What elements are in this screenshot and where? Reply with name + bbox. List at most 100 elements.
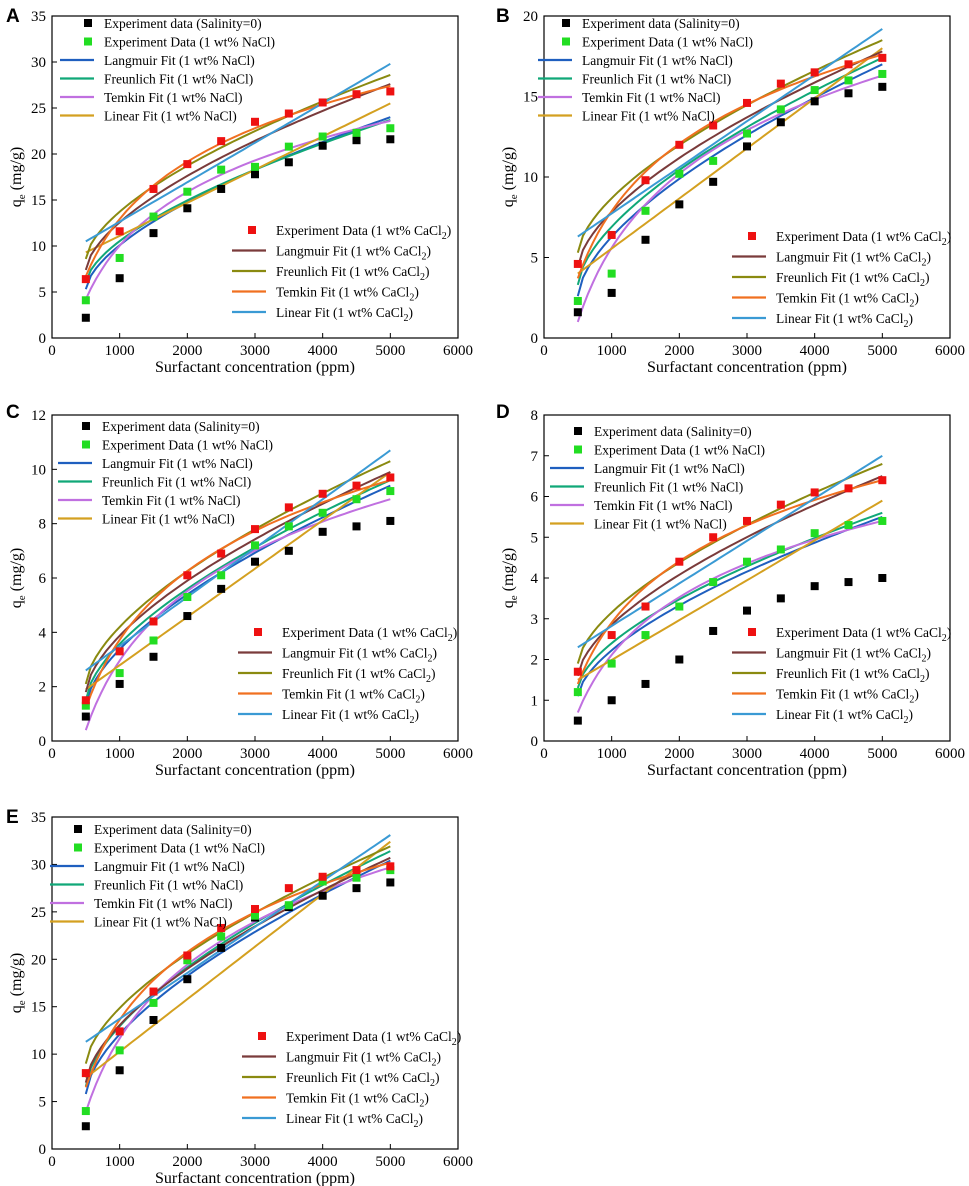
data-point-cacl2 xyxy=(81,1069,90,1078)
legend-marker xyxy=(84,37,92,46)
data-point-nacl xyxy=(115,253,124,262)
data-point-salinity0 xyxy=(251,170,259,179)
legend-label: Temkin Fit (1 wt% NaCl) xyxy=(94,896,233,911)
legend-marker xyxy=(748,232,756,240)
legend-label: Experiment Data (1 wt% NaCl) xyxy=(594,443,765,458)
x-tick-label: 5000 xyxy=(867,746,897,762)
data-point-nacl xyxy=(284,522,293,531)
legend-top-item: Langmuir Fit (1 wt% NaCl) xyxy=(60,53,255,68)
y-axis-title: qe (mg/g) xyxy=(8,953,28,1013)
fit-line-temkin-cacl2 xyxy=(576,479,883,685)
legend-label: Langmuir Fit (1 wt% NaCl) xyxy=(594,461,745,476)
legend-top-item: Langmuir Fit (1 wt% NaCl) xyxy=(550,461,745,476)
y-tick-label: 35 xyxy=(31,9,46,25)
fit-line-temkin-cacl2 xyxy=(84,84,391,277)
legend-top-item: Experiment Data (1 wt% NaCl) xyxy=(574,443,765,458)
data-point-cacl2 xyxy=(251,905,259,914)
x-tick-label: 5000 xyxy=(375,1154,405,1170)
legend-label: Linear Fit (1 wt% NaCl) xyxy=(582,109,715,124)
y-tick-label: 10 xyxy=(31,462,46,478)
data-point-cacl2 xyxy=(81,696,90,705)
y-tick-label: 20 xyxy=(523,9,538,25)
data-point-cacl2 xyxy=(386,862,395,871)
data-point-salinity0 xyxy=(844,578,853,587)
x-tick-label: 3000 xyxy=(732,343,762,359)
legend-bottom-item: Temkin Fit (1 wt% CaCl2) xyxy=(732,291,919,310)
panel-letter-c: C xyxy=(6,402,20,423)
x-axis-title: Surfactant concentration (ppm) xyxy=(647,762,847,779)
panel-letter-b: B xyxy=(496,6,510,27)
y-tick-label: 35 xyxy=(31,810,46,826)
panel-e: E 0 1000 2000 3000 4000 5000 6000 0 5 10 15 20 25 30 35… xyxy=(6,807,473,1186)
x-axis-title: Surfactant concentration (ppm) xyxy=(155,1170,355,1186)
legend-label: Temkin Fit (1 wt% CaCl2) xyxy=(286,1091,429,1110)
data-point-salinity0 xyxy=(217,184,226,193)
data-point-salinity0 xyxy=(573,308,582,317)
legend-label: Experiment Data (1 wt% CaCl2) xyxy=(276,223,451,242)
data-point-nacl xyxy=(675,169,684,178)
x-tick-label: 2000 xyxy=(664,746,694,762)
x-tick-label: 6000 xyxy=(443,1154,473,1170)
fit-line-linear-nacl xyxy=(85,102,391,254)
legend-label: Experiment Data (1 wt% NaCl) xyxy=(104,35,275,50)
legend-marker xyxy=(258,1032,266,1040)
legend-label: Linear Fit (1 wt% CaCl2) xyxy=(286,1111,423,1130)
legend-label: Temkin Fit (1 wt% CaCl2) xyxy=(276,285,419,304)
fit-line-temkin-nacl xyxy=(576,520,883,713)
fit-line-langmuir-nacl xyxy=(84,859,391,1095)
data-point-salinity0 xyxy=(352,522,361,531)
data-point-nacl xyxy=(641,631,650,640)
legend-marker xyxy=(82,422,90,430)
data-point-nacl xyxy=(675,602,684,611)
data-point-salinity0 xyxy=(318,141,327,150)
x-tick-label: 3000 xyxy=(240,1154,270,1170)
fit-line-linear-cacl2 xyxy=(85,62,391,243)
data-point-salinity0 xyxy=(115,679,124,688)
y-tick-label: 25 xyxy=(31,905,46,921)
legend-bottom-item: Langmuir Fit (1 wt% CaCl2) xyxy=(732,646,931,665)
data-point-salinity0 xyxy=(641,235,650,244)
legend-label: Linear Fit (1 wt% NaCl) xyxy=(104,109,237,124)
y-tick-label: 6 xyxy=(531,490,539,506)
legend-bottom-item: Linear Fit (1 wt% CaCl2) xyxy=(232,305,413,324)
y-tick-label: 0 xyxy=(531,734,539,750)
data-point-nacl xyxy=(251,911,259,920)
data-point-nacl xyxy=(284,901,293,910)
legend-bottom-item: Langmuir Fit (1 wt% CaCl2) xyxy=(732,250,931,269)
data-point-cacl2 xyxy=(844,60,853,69)
data-point-nacl xyxy=(573,296,582,305)
data-point-nacl xyxy=(183,956,192,965)
data-point-salinity0 xyxy=(115,1066,124,1075)
data-point-nacl xyxy=(776,105,785,114)
data-point-salinity0 xyxy=(709,626,718,635)
legend-bottom-item: Freunlich Fit (1 wt% CaCl2) xyxy=(732,270,930,289)
legend-label: Freunlich Fit (1 wt% CaCl2) xyxy=(776,666,930,685)
x-tick-label: 1000 xyxy=(105,343,135,359)
x-tick-label: 6000 xyxy=(443,746,473,762)
legend-label: Langmuir Fit (1 wt% NaCl) xyxy=(104,53,255,68)
x-tick-label: 5000 xyxy=(867,343,897,359)
data-point-nacl xyxy=(743,557,751,566)
legend-marker xyxy=(84,19,92,27)
legend-top-item: Langmuir Fit (1 wt% NaCl) xyxy=(538,53,733,68)
data-point-cacl2 xyxy=(318,872,327,881)
data-point-cacl2 xyxy=(115,647,124,656)
y-axis-title: qe (mg/g) xyxy=(500,548,520,608)
data-point-cacl2 xyxy=(810,68,819,77)
legend-top-item: Experiment Data (1 wt% NaCl) xyxy=(82,438,273,453)
data-point-salinity0 xyxy=(183,975,192,984)
data-point-cacl2 xyxy=(149,987,158,996)
data-point-cacl2 xyxy=(217,923,226,932)
data-point-cacl2 xyxy=(284,884,293,893)
data-point-cacl2 xyxy=(743,516,751,525)
data-point-nacl xyxy=(386,487,395,496)
x-tick-label: 3000 xyxy=(240,746,270,762)
data-point-nacl xyxy=(115,1046,124,1055)
panel-d: D 0 1000 2000 3000 4000 5000 6000 0 1 2 3 4 5 6 7 8 Surfa… xyxy=(496,402,965,779)
y-tick-label: 12 xyxy=(31,408,46,424)
legend-top-item: Experiment data (Salinity=0) xyxy=(574,424,752,439)
legend-label: Experiment data (Salinity=0) xyxy=(104,16,262,31)
data-point-nacl xyxy=(183,593,192,602)
data-point-salinity0 xyxy=(149,1015,158,1024)
legend-label: Experiment Data (1 wt% CaCl2) xyxy=(776,229,951,248)
